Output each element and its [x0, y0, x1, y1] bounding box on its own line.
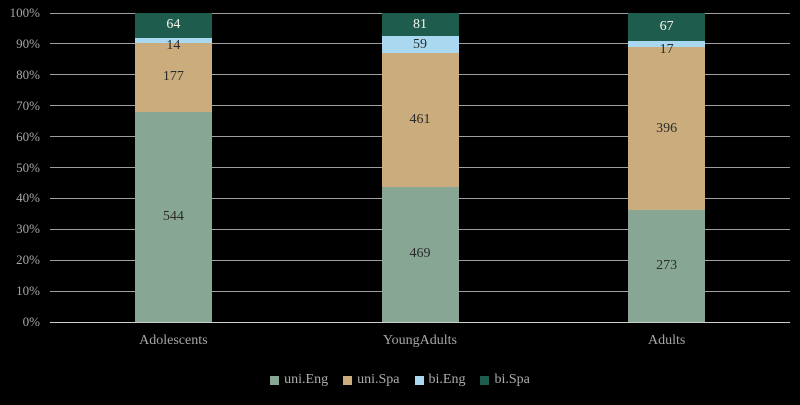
y-tick-label: 0% [22, 314, 40, 329]
x-axis-label: Adults [647, 333, 686, 348]
segment-label: 64 [166, 17, 181, 33]
legend-swatch-icon [480, 375, 490, 385]
segment-label: 81 [413, 16, 427, 32]
legend-label: bi.Eng [428, 372, 466, 387]
legend-swatch-icon [414, 375, 424, 385]
y-tick-label: 90% [16, 35, 40, 51]
bar-youngadults: 469 461 59 81 [381, 13, 459, 322]
bar-adults: 273 396 17 67 [628, 13, 706, 322]
segment-uni.Spa: 396 [628, 47, 706, 210]
segment-label: 177 [162, 69, 184, 85]
segment-bi.Eng: 59 [381, 36, 459, 54]
legend-item-bi.Spa: bi.Spa [480, 372, 530, 388]
legend-item-uni.Spa: uni.Spa [343, 372, 400, 388]
segment-uni.Eng: 273 [628, 209, 706, 322]
segment-uni.Eng: 544 [134, 111, 212, 322]
y-tick-label: 60% [16, 128, 40, 144]
legend-label: uni.Spa [357, 372, 400, 387]
segment-bi.Spa: 67 [628, 13, 706, 41]
segment-label: 67 [659, 18, 674, 34]
bar-adolescents: 544 177 14 64 [134, 13, 212, 322]
y-tick-label: 50% [16, 159, 40, 175]
segment-label: 59 [413, 36, 427, 52]
segment-label: 544 [162, 208, 184, 224]
legend-swatch-icon [270, 375, 280, 385]
segment-bi.Eng: 17 [628, 40, 706, 57]
plot-area: 0% 10% 20% 30% 40% 50% 60% 70% 80% 90% 100% 544 177… [10, 5, 790, 348]
y-tick-label: 100% [9, 5, 40, 20]
x-axis-line [50, 321, 790, 323]
y-tick-label: 30% [16, 221, 40, 237]
segment-bi.Spa: 81 [381, 13, 459, 37]
gridline [50, 12, 790, 14]
segment-uni.Spa: 177 [134, 43, 212, 112]
x-axis-label: YoungAdults [382, 333, 457, 348]
segment-label: 461 [409, 112, 431, 127]
legend-item-uni.Eng: uni.Eng [270, 372, 328, 388]
x-axis-label: Adolescents [139, 333, 208, 348]
segment-label: 17 [659, 42, 674, 58]
legend: uni.Eng uni.Spa bi.Eng bi.Spa [0, 372, 800, 388]
y-tick-label: 80% [16, 66, 40, 82]
segment-label: 273 [656, 257, 678, 273]
legend-label: uni.Eng [284, 372, 329, 387]
segment-uni.Spa: 461 [381, 53, 459, 187]
y-tick-label: 10% [16, 283, 40, 299]
segment-label: 396 [656, 120, 678, 136]
y-tick-label: 40% [16, 190, 40, 206]
segment-label: 469 [409, 246, 431, 262]
segment-label: 14 [166, 38, 181, 54]
legend-label: bi.Spa [494, 372, 530, 387]
y-tick-label: 20% [16, 252, 40, 268]
legend-swatch-icon [343, 375, 353, 385]
segment-bi.Eng: 14 [134, 37, 212, 53]
bar-layer: 544 177 14 64 Adolescents 469 461 59 81 YoungAdul… [50, 13, 790, 348]
legend-item-bi.Eng: bi.Eng [414, 372, 466, 388]
y-tick-label: 70% [16, 97, 40, 113]
segment-uni.Eng: 469 [381, 186, 459, 322]
segment-bi.Spa: 64 [134, 13, 212, 38]
